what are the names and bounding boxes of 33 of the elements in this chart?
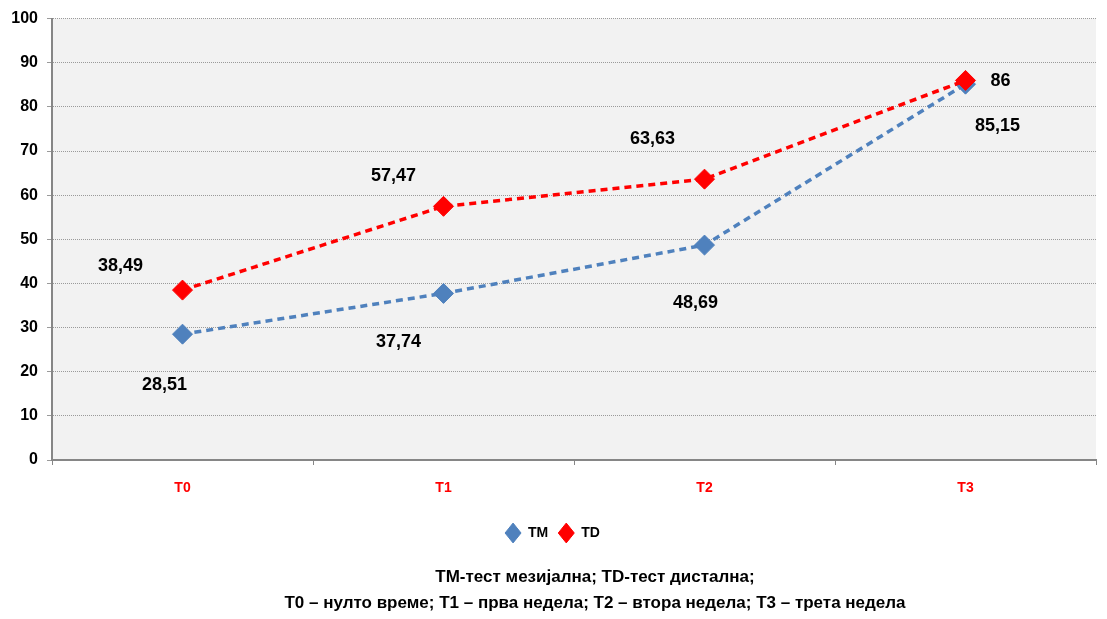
y-tick-label: 40 (20, 273, 39, 291)
data-label: 86 (990, 70, 1011, 91)
x-tick-label: T2 (696, 479, 713, 496)
legend-label: TM (528, 523, 549, 540)
legend-label: TD (581, 523, 600, 540)
point (694, 234, 715, 256)
point (172, 279, 193, 301)
y-tick-label: 20 (20, 362, 39, 380)
x-tick-label: T0 (174, 479, 191, 496)
y-tick-label: 50 (20, 229, 39, 247)
text: Т0 – нулто време; Т1 – прва недела; Т2 – втора недела; Т3 – трета недела (283, 592, 907, 614)
point (172, 323, 193, 345)
y-tick-label: 100 (11, 9, 39, 27)
data-label: 85,15 (974, 115, 1021, 136)
data-label: 63,63 (629, 128, 676, 149)
y-tick-label: 60 (20, 185, 39, 203)
y-tick-label: 90 (20, 53, 39, 71)
y-tick-label: 10 (20, 406, 39, 424)
text: ТМ-тест мезијална; ТD-тест дистална; (434, 566, 756, 588)
data-label: 48,69 (672, 292, 719, 313)
data-label: 28,51 (141, 374, 188, 395)
y-tick-label: 80 (20, 97, 39, 115)
point (694, 168, 715, 190)
data-label: 57,47 (370, 165, 417, 186)
data-label: 38,49 (97, 255, 144, 276)
x-tick-label: T3 (957, 479, 974, 496)
y-tick-label: 0 (29, 450, 39, 468)
y-tick-label: 30 (20, 317, 39, 335)
x-tick-label: T1 (435, 479, 452, 496)
point (433, 195, 454, 217)
point (433, 282, 454, 304)
y-tick-label: 70 (20, 141, 39, 159)
data-label: 37,74 (375, 331, 422, 352)
